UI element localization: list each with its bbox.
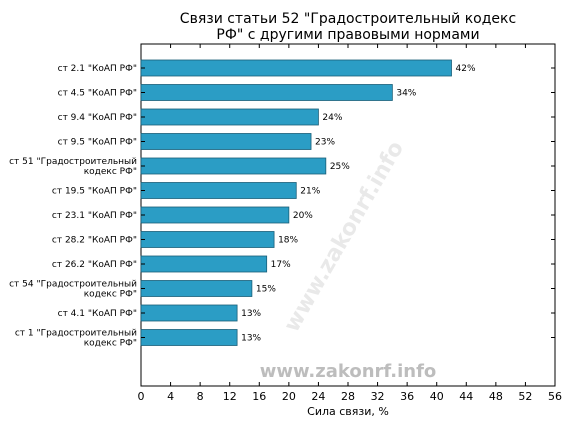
data-label: 21% bbox=[300, 187, 320, 197]
category-label: ст 28.2 "КоАП РФ" bbox=[52, 236, 137, 246]
x-tick-label: 52 bbox=[518, 390, 532, 403]
category-label: кодекс РФ" bbox=[84, 339, 137, 349]
data-label: 13% bbox=[241, 334, 261, 344]
data-label: 25% bbox=[330, 162, 350, 172]
bar bbox=[140, 133, 312, 150]
data-label: 13% bbox=[241, 309, 261, 319]
bar bbox=[140, 59, 452, 77]
x-tick-label: 12 bbox=[223, 390, 237, 403]
x-tick-label: 44 bbox=[459, 390, 473, 403]
bar bbox=[140, 231, 275, 248]
bar bbox=[140, 108, 319, 126]
category-label: кодекс РФ" bbox=[84, 290, 137, 300]
x-tick-label: 20 bbox=[282, 390, 296, 403]
y-axis: ст 2.1 "КоАП РФ" ст 4.5 "КоАП РФ" ст 9.4 "… bbox=[9, 64, 555, 349]
x-tick-label: 24 bbox=[311, 390, 325, 403]
category-label: ст 2.1 "КоАП РФ" bbox=[58, 64, 137, 74]
category-label: ст 4.1 "КоАП РФ" bbox=[58, 309, 137, 319]
x-tick-label: 40 bbox=[430, 390, 444, 403]
x-tick-label: 4 bbox=[167, 390, 174, 403]
x-tick-label: 16 bbox=[252, 390, 266, 403]
data-label: 20% bbox=[293, 211, 313, 221]
bar bbox=[140, 304, 238, 322]
x-axis-label: Сила связи, % bbox=[307, 405, 389, 418]
category-label: кодекс РФ" bbox=[84, 167, 137, 177]
x-tick-label: 48 bbox=[489, 390, 503, 403]
category-label: ст 54 "Градостроительный bbox=[9, 280, 137, 290]
bar bbox=[140, 157, 327, 175]
category-label: ст 19.5 "КоАП РФ" bbox=[52, 187, 137, 197]
chart-title-line: РФ" с другими правовыми нормами bbox=[216, 27, 479, 43]
x-tick-label: 0 bbox=[138, 390, 145, 403]
bar bbox=[140, 280, 253, 297]
category-label: ст 51 "Градостроительный bbox=[9, 157, 137, 167]
data-label: 42% bbox=[456, 64, 476, 74]
category-label: ст 23.1 "КоАП РФ" bbox=[52, 211, 137, 221]
bar bbox=[140, 255, 268, 273]
x-tick-label: 28 bbox=[341, 390, 355, 403]
data-label: 18% bbox=[278, 236, 298, 246]
watermark: www.zakonrf.info bbox=[260, 361, 437, 382]
category-label: ст 9.4 "КоАП РФ" bbox=[58, 113, 137, 123]
bar bbox=[140, 329, 238, 346]
data-label: 17% bbox=[271, 260, 291, 270]
category-label: ст 4.5 "КоАП РФ" bbox=[58, 89, 137, 99]
bar bbox=[140, 206, 290, 224]
category-label: ст 1 "Градостроительный bbox=[15, 329, 137, 339]
data-label: 24% bbox=[322, 113, 342, 123]
data-label: 23% bbox=[315, 138, 335, 148]
x-tick-label: 8 bbox=[197, 390, 204, 403]
x-tick-label: 36 bbox=[400, 390, 414, 403]
x-axis: 0 4 8 12 16 20 24 28 32 36 40 44 48 52 56 bbox=[138, 44, 562, 403]
chart-title-line: Связи статьи 52 "Градостроительный кодек… bbox=[180, 11, 516, 27]
category-label: ст 9.5 "КоАП РФ" bbox=[58, 138, 137, 148]
data-label: 15% bbox=[256, 285, 276, 295]
bar bbox=[140, 84, 393, 101]
data-label: 34% bbox=[396, 89, 416, 99]
bar bbox=[140, 182, 297, 199]
x-tick-label: 56 bbox=[548, 390, 562, 403]
category-label: ст 26.2 "КоАП РФ" bbox=[52, 260, 137, 270]
x-tick-label: 32 bbox=[371, 390, 385, 403]
chart-title: Связи статьи 52 "Градостроительный кодек… bbox=[180, 11, 516, 43]
